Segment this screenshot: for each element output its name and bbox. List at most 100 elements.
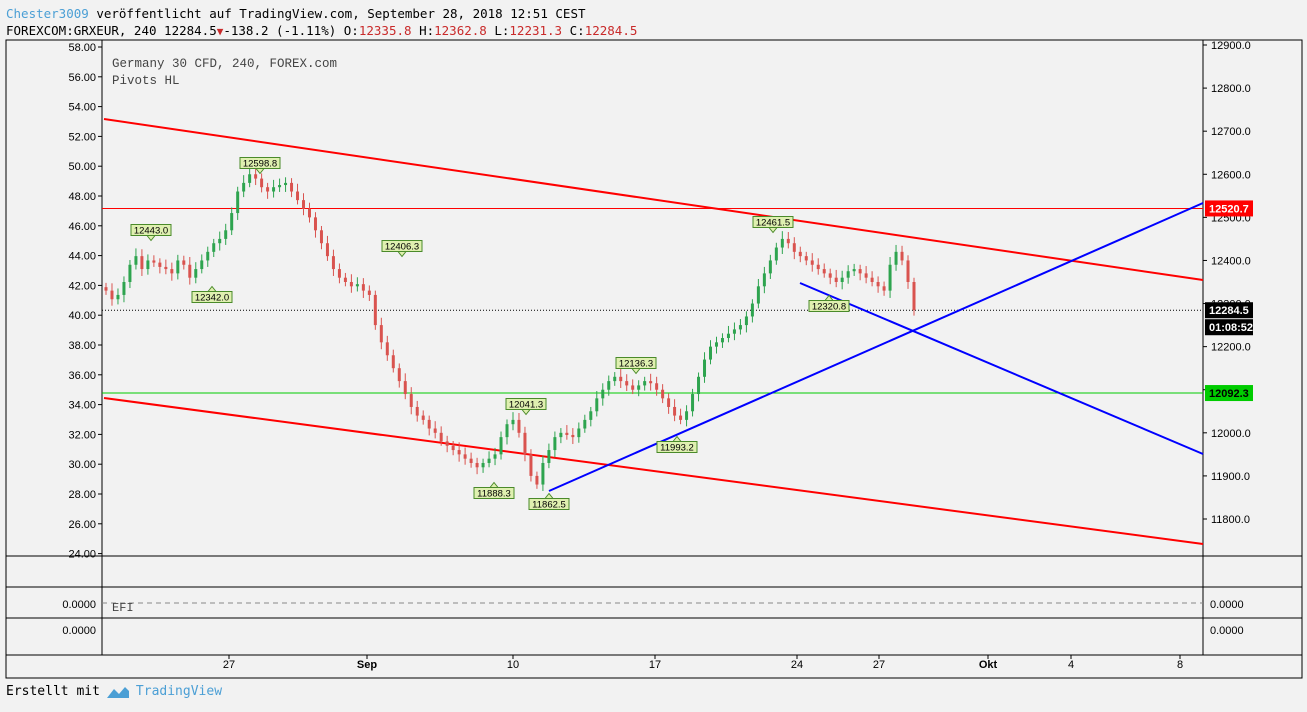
candle-body	[744, 316, 748, 326]
candle-body	[403, 381, 407, 395]
candle-body	[505, 424, 509, 438]
right-axis-ticks: 12900.012800.012700.012600.012500.012400…	[1203, 40, 1251, 526]
candle-body	[583, 419, 587, 429]
candle-body	[553, 437, 557, 451]
candle-body	[284, 182, 288, 186]
candle-body	[571, 434, 575, 438]
chart-header: Chester3009 veröffentlicht auf TradingVi…	[6, 5, 637, 40]
candle-body	[619, 376, 623, 382]
left-tick-label: 46.00	[68, 221, 96, 233]
legend-title: Germany 30 CFD, 240, FOREX.com	[112, 57, 337, 71]
footer: Erstellt mit TradingView	[6, 684, 222, 699]
high-value: 12362.8	[434, 23, 487, 38]
candle-body	[445, 441, 449, 446]
tradingview-brand: TradingView	[135, 684, 223, 699]
candle-body	[182, 260, 186, 265]
left-tick-label: 38.00	[68, 340, 96, 352]
efi-left-value: 0.0000	[62, 599, 96, 611]
down-arrow-icon: ▼	[216, 25, 224, 38]
candle-body	[122, 282, 126, 295]
right-tick-label: 12000.0	[1211, 428, 1251, 440]
candle-body	[511, 419, 515, 425]
right-tick-label: 12900.0	[1211, 40, 1251, 52]
left-tick-label: 48.00	[68, 191, 96, 203]
price-tag-text: 12284.5	[1209, 305, 1249, 317]
pivot-pointer	[206, 285, 218, 292]
right-tick-label: 12400.0	[1211, 255, 1251, 267]
price-tag-box	[1205, 319, 1253, 336]
candle-body	[517, 419, 521, 433]
candle-body	[104, 287, 108, 291]
pivot-marker: 12342.0	[191, 285, 233, 304]
candle-body	[188, 264, 192, 278]
pivot-marker: 11862.5	[528, 492, 570, 511]
candle-body	[343, 277, 347, 282]
tradingview-link[interactable]: TradingView	[106, 684, 222, 699]
candle-body	[703, 359, 707, 377]
pivot-label-text: 12406.3	[385, 242, 419, 253]
symbol-label: FOREXCOM:GRXEUR, 240	[6, 23, 157, 38]
candle-body	[643, 381, 647, 386]
close-label: C:	[569, 23, 585, 38]
right-tick-label: 12700.0	[1211, 126, 1251, 138]
price-tag-resistance: 12520.7	[1205, 200, 1253, 217]
candle-body	[547, 450, 551, 463]
candle-body	[888, 264, 892, 291]
candle-body	[541, 462, 545, 485]
candle-body	[726, 333, 730, 339]
candle-body	[565, 432, 569, 435]
candle-body	[774, 247, 778, 261]
efi-label: EFI	[112, 601, 134, 615]
left-tick-label: 42.00	[68, 280, 96, 292]
time-tick-label: 27	[873, 659, 885, 671]
left-tick-label: 52.00	[68, 131, 96, 143]
candle-body	[475, 462, 479, 468]
pivot-pointer	[543, 492, 555, 499]
trendlines[interactable]	[103, 118, 1204, 545]
candle-body	[158, 262, 162, 267]
open-label: O:	[343, 23, 359, 38]
candle-body	[337, 269, 341, 278]
candle-body	[894, 251, 898, 265]
candle-body	[361, 284, 365, 291]
candle-body	[176, 260, 180, 274]
pivot-marker: 11993.2	[656, 435, 698, 454]
candle-body	[248, 174, 252, 183]
candle-body	[302, 200, 306, 209]
candle-body	[529, 454, 533, 476]
pivot-label-text: 12598.8	[243, 159, 277, 170]
candle-body	[714, 342, 718, 347]
candle-body	[679, 415, 683, 420]
author-link[interactable]: Chester3009	[6, 6, 89, 21]
pivot-pointer	[520, 409, 532, 416]
pivot-marker: 12136.3	[615, 357, 657, 375]
candle-body	[535, 475, 539, 485]
close-value: 12284.5	[584, 23, 638, 38]
low-value: 12231.3	[509, 23, 563, 38]
header-line-1: Chester3009 veröffentlicht auf TradingVi…	[6, 5, 637, 22]
trend-support-line	[548, 202, 1204, 492]
candle-body	[846, 271, 850, 278]
candle-body	[266, 187, 270, 192]
candle-body	[768, 260, 772, 274]
time-tick-label: 17	[649, 659, 661, 671]
price-tag-box	[1205, 302, 1253, 319]
candle-body	[780, 238, 784, 248]
time-axis-ticks: 27 Sep 10 17 24 27 Okt 4 8	[223, 655, 1183, 671]
candle-body	[439, 432, 443, 442]
candle-body	[625, 381, 629, 386]
candle-body	[601, 389, 605, 399]
candle-body	[170, 269, 174, 274]
left-tick-label: 54.00	[68, 102, 96, 114]
price-tag-countdown: 01:08:52	[1205, 319, 1253, 336]
left-tick-label: 32.00	[68, 429, 96, 441]
left-tick-label: 26.00	[68, 519, 96, 531]
candle-body	[900, 251, 904, 261]
candle-body	[278, 185, 282, 188]
left-tick-label: 50.00	[68, 161, 96, 173]
left-tick-label: 40.00	[68, 310, 96, 322]
right-tick-label: 11900.0	[1211, 471, 1250, 483]
candle-body	[421, 415, 425, 420]
candle-body	[224, 230, 228, 239]
